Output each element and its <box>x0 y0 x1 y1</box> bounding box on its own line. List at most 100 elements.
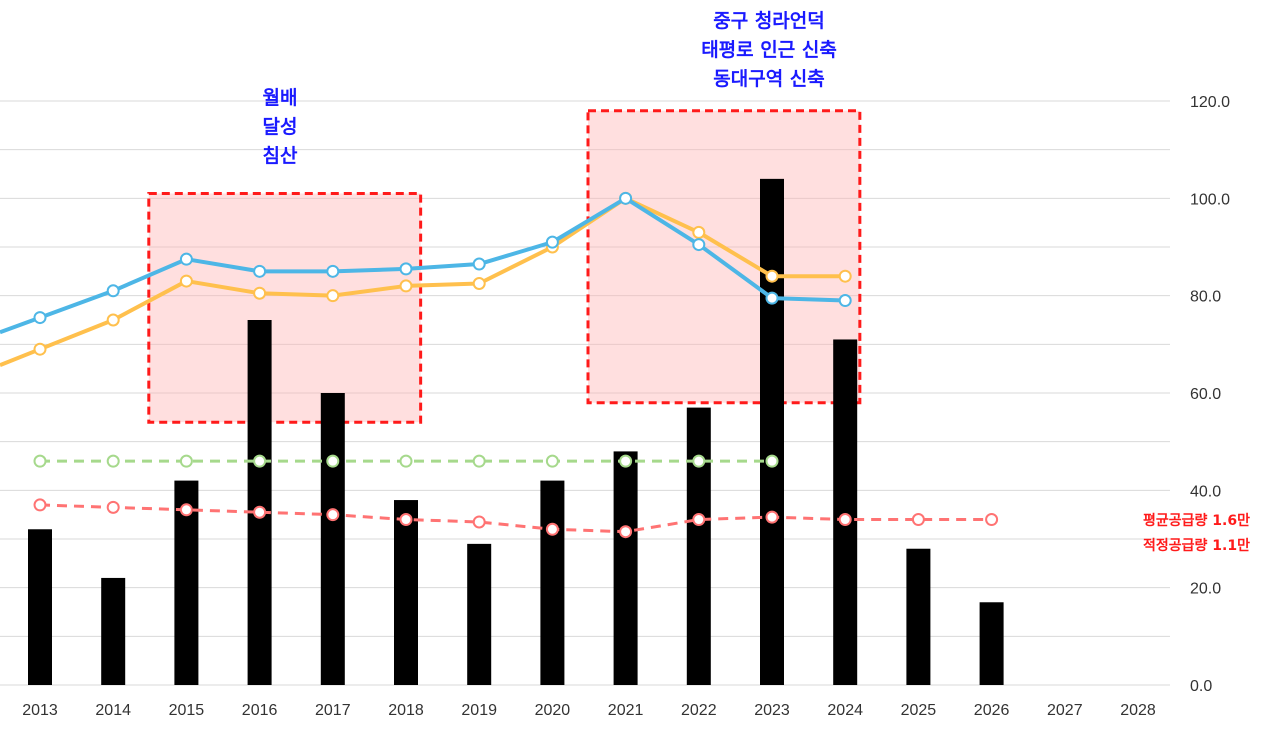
point-a6d98c-2018 <box>399 454 413 468</box>
bar-2021 <box>613 451 638 685</box>
y-tick-label: 40.0 <box>1190 483 1221 500</box>
x-tick-label: 2016 <box>242 702 278 719</box>
point-ffc04d-2013 <box>33 342 47 356</box>
x-tick-label: 2021 <box>608 702 644 719</box>
annotation-right-line-2: 태평로 인근 신축 <box>701 39 837 61</box>
point-a6d98c-2016 <box>253 454 267 468</box>
y-tick-label: 120.0 <box>1190 94 1230 111</box>
point-ffc04d-2015 <box>179 274 193 288</box>
x-tick-label: 2013 <box>22 702 58 719</box>
point-a6d98c-2014 <box>106 454 120 468</box>
bar-2023 <box>760 178 784 685</box>
point-a6d98c-2020 <box>545 454 559 468</box>
y-axis-ticks: 0.0 20.0 40.0 60.0 80.0 100.0 120.0 <box>1190 94 1230 695</box>
point-ff7373-2024 <box>838 513 852 527</box>
point-a6d98c-2017 <box>326 454 340 468</box>
highlight-region-1 <box>147 191 423 424</box>
point-ff7373-2022 <box>692 513 706 527</box>
y-tick-label: 20.0 <box>1190 581 1221 598</box>
x-tick-label: 2018 <box>388 702 424 719</box>
highlight-regions <box>147 109 862 424</box>
y-tick-label: 100.0 <box>1190 191 1230 208</box>
highlight-region-2 <box>586 109 862 405</box>
y-tick-label: 80.0 <box>1190 289 1221 306</box>
point-a6d98c-2023 <box>765 454 779 468</box>
bar-series <box>28 178 1004 685</box>
point-ffc04d-2017 <box>326 289 340 303</box>
point-4db6e6-2020 <box>545 235 559 249</box>
point-4db6e6-2019 <box>472 257 486 271</box>
point-ff7373-2013 <box>33 498 47 512</box>
point-ffc04d-2023 <box>765 269 779 283</box>
point-ff7373-2021 <box>619 525 633 539</box>
point-4db6e6-2024 <box>838 294 852 308</box>
point-ff7373-2019 <box>472 515 486 529</box>
x-tick-label: 2015 <box>169 702 205 719</box>
point-4db6e6-2015 <box>179 252 193 266</box>
supply-legend-line-1: 평균공급량 1.6만 <box>1143 512 1250 529</box>
annotation-left-line-1: 월배 <box>263 87 298 109</box>
point-ffc04d-2019 <box>472 277 486 290</box>
bar-2016 <box>247 320 272 685</box>
supply-legend-line-2: 적정공급량 1.1만 <box>1143 537 1250 554</box>
bar-2014 <box>101 577 126 685</box>
point-ff7373-2018 <box>399 513 413 527</box>
point-a6d98c-2015 <box>179 454 193 468</box>
point-4db6e6-2013 <box>33 311 47 325</box>
point-ff7373-2023 <box>765 510 779 524</box>
bar-2013 <box>28 529 52 685</box>
x-tick-label: 2026 <box>974 702 1010 719</box>
annotation-right-line-1: 중구 청라언덕 <box>713 10 825 32</box>
point-ff7373-2025 <box>911 513 925 527</box>
point-ff7373-2026 <box>985 513 999 527</box>
point-ff7373-2020 <box>545 522 559 536</box>
point-ffc04d-2022 <box>692 225 706 239</box>
point-a6d98c-2013 <box>33 454 47 468</box>
point-ffc04d-2016 <box>253 286 267 300</box>
x-tick-label: 2023 <box>754 702 790 719</box>
series-line-ff7373 <box>39 503 992 534</box>
x-tick-label: 2019 <box>461 702 497 719</box>
point-4db6e6-2017 <box>326 264 340 278</box>
point-4db6e6-2022 <box>692 238 706 252</box>
bar-2017 <box>320 393 345 685</box>
x-tick-label: 2022 <box>681 702 717 719</box>
bar-2022 <box>686 407 711 685</box>
point-a6d98c-2019 <box>472 454 486 468</box>
x-tick-label: 2024 <box>827 702 863 719</box>
point-ff7373-2017 <box>326 508 340 522</box>
point-4db6e6-2023 <box>765 291 779 305</box>
bar-2025 <box>906 548 931 685</box>
point-ff7373-2014 <box>106 500 120 514</box>
point-ff7373-2016 <box>253 505 267 519</box>
bar-2026 <box>979 602 1004 685</box>
point-ffc04d-2014 <box>106 313 120 327</box>
point-4db6e6-2014 <box>106 284 120 298</box>
x-tick-label: 2027 <box>1047 702 1083 719</box>
point-ffc04d-2018 <box>399 279 413 293</box>
point-4db6e6-2021 <box>619 191 633 205</box>
bar-2019 <box>467 543 492 685</box>
line-series <box>0 191 999 539</box>
x-tick-label: 2020 <box>535 702 571 719</box>
point-ff7373-2015 <box>179 503 193 517</box>
x-tick-label: 2025 <box>901 702 937 719</box>
x-tick-label: 2014 <box>95 702 131 719</box>
y-tick-label: 0.0 <box>1190 678 1212 695</box>
x-axis-ticks: 2013 2014 2015 2016 2017 2018 2019 2020 2021 2022… <box>22 702 1156 719</box>
bar-2020 <box>540 480 565 685</box>
x-tick-label: 2028 <box>1120 702 1156 719</box>
point-ffc04d-2024 <box>838 269 852 283</box>
point-4db6e6-2018 <box>399 262 413 276</box>
bar-2018 <box>394 500 418 685</box>
x-tick-label: 2017 <box>315 702 351 719</box>
point-4db6e6-2016 <box>253 264 267 278</box>
y-tick-label: 60.0 <box>1190 386 1221 403</box>
annotation-right-line-3: 동대구역 신축 <box>713 68 825 90</box>
point-a6d98c-2021 <box>619 454 633 468</box>
annotation-left-line-2: 달성 <box>263 116 298 138</box>
point-a6d98c-2022 <box>692 454 706 468</box>
annotation-left-line-3: 침산 <box>263 145 298 167</box>
bar-2024 <box>833 339 858 685</box>
